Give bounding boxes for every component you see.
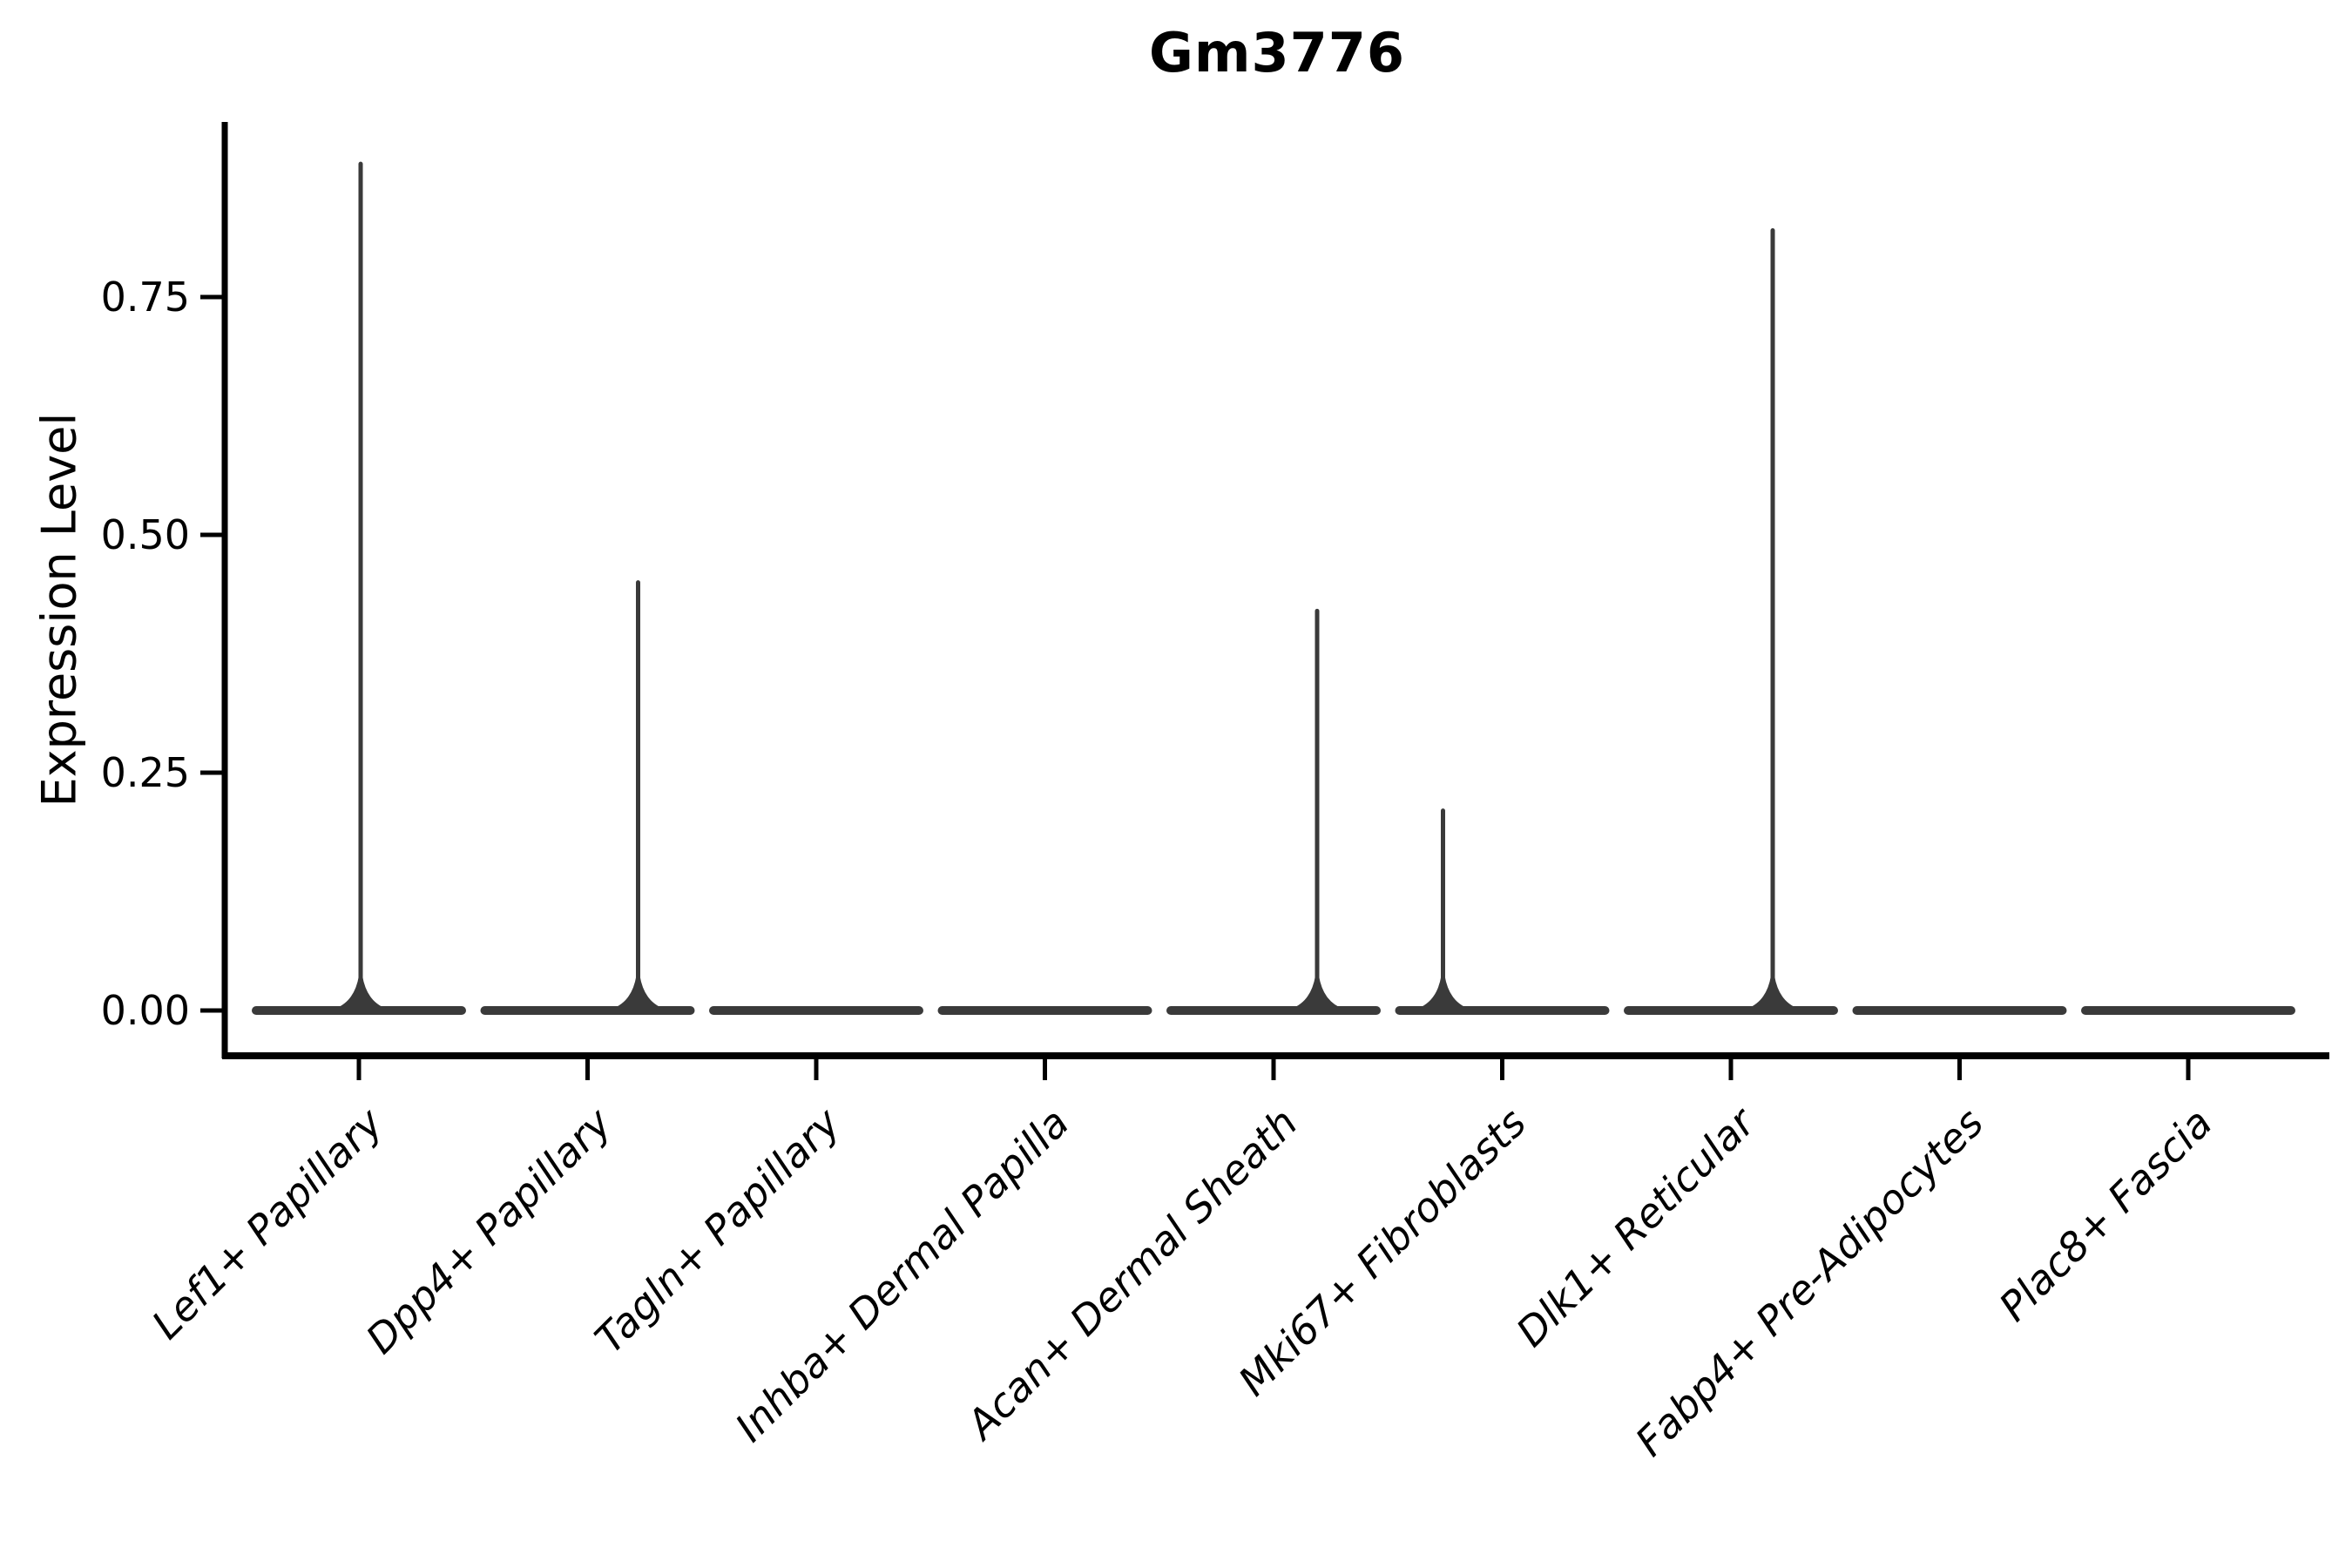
x-category-label: Dpp4+ Papillary bbox=[357, 1098, 621, 1362]
y-tick-label: 0.75 bbox=[101, 274, 190, 321]
x-category-label: Dlk1+ Reticular bbox=[1507, 1097, 1766, 1355]
chart-title: Gm3776 bbox=[1148, 21, 1406, 84]
x-category-label: Plac8+ Fascia bbox=[1990, 1099, 2220, 1330]
x-category-label: Lef1+ Papillary bbox=[143, 1098, 392, 1348]
y-tick-label: 0.50 bbox=[101, 511, 190, 558]
x-category-label: Tagln+ Papillary bbox=[585, 1098, 849, 1362]
y-tick-label: 0.00 bbox=[101, 987, 190, 1034]
y-tick-label: 0.25 bbox=[101, 749, 190, 796]
